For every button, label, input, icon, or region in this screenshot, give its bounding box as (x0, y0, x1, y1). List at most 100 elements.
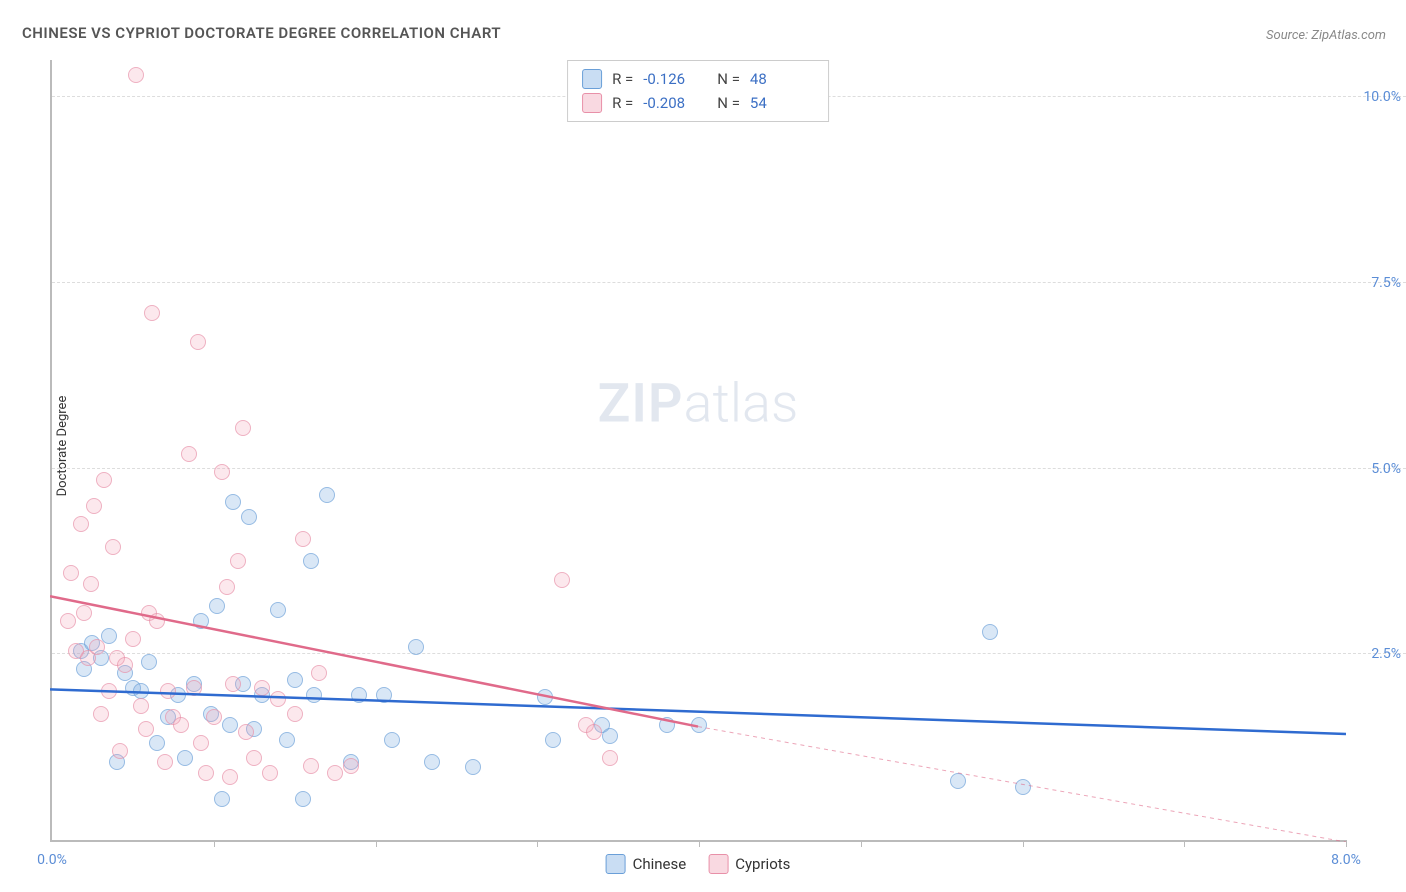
data-point (133, 698, 149, 714)
data-point (89, 639, 105, 655)
data-point (1015, 779, 1031, 795)
swatch-blue-icon (582, 69, 602, 89)
data-point (691, 717, 707, 733)
data-point (279, 732, 295, 748)
data-point (186, 680, 202, 696)
data-point (181, 446, 197, 462)
data-point (225, 676, 241, 692)
data-point (101, 683, 117, 699)
data-point (327, 765, 343, 781)
data-point (190, 334, 206, 350)
data-point (222, 717, 238, 733)
data-point (117, 657, 133, 673)
x-tick (1023, 840, 1024, 847)
data-point (254, 680, 270, 696)
data-point (351, 687, 367, 703)
data-point (193, 613, 209, 629)
data-point (144, 305, 160, 321)
data-point (112, 743, 128, 759)
data-point (376, 687, 392, 703)
data-point (83, 576, 99, 592)
data-point (238, 724, 254, 740)
data-point (76, 605, 92, 621)
stats-row-chinese: R = -0.126 N = 48 (582, 67, 814, 91)
data-point (602, 750, 618, 766)
y-tick-label: 5.0% (1371, 461, 1401, 477)
data-point (157, 754, 173, 770)
data-point (209, 598, 225, 614)
x-tick (376, 840, 377, 847)
x-tick (1346, 840, 1347, 847)
x-tick (214, 840, 215, 847)
data-point (602, 728, 618, 744)
data-point (287, 706, 303, 722)
data-point (303, 758, 319, 774)
data-point (93, 706, 109, 722)
data-point (424, 754, 440, 770)
data-point (138, 721, 154, 737)
y-tick-label: 7.5% (1371, 275, 1401, 291)
data-point (270, 691, 286, 707)
data-point (343, 758, 359, 774)
plot-area: 2.5%5.0%7.5%10.0%0.0%8.0% (50, 60, 1346, 842)
data-point (554, 572, 570, 588)
gridline (52, 282, 1406, 283)
chart-title: CHINESE VS CYPRIOT DOCTORATE DEGREE CORR… (22, 24, 501, 42)
data-point (545, 732, 561, 748)
data-point (96, 472, 112, 488)
data-point (319, 487, 335, 503)
data-point (173, 717, 189, 733)
data-point (193, 735, 209, 751)
data-point (230, 553, 246, 569)
x-tick (537, 840, 538, 847)
data-point (465, 759, 481, 775)
legend-item-chinese: Chinese (606, 854, 687, 874)
data-point (270, 602, 286, 618)
data-point (214, 464, 230, 480)
data-point (177, 750, 193, 766)
swatch-blue-icon (606, 854, 626, 874)
stats-legend: R = -0.126 N = 48 R = -0.208 N = 54 (567, 60, 829, 122)
data-point (133, 683, 149, 699)
swatch-pink-icon (708, 854, 728, 874)
chart-container: CHINESE VS CYPRIOT DOCTORATE DEGREE CORR… (0, 0, 1406, 892)
data-point (306, 687, 322, 703)
data-point (982, 624, 998, 640)
data-point (235, 420, 251, 436)
data-point (384, 732, 400, 748)
y-tick-label: 2.5% (1371, 646, 1401, 662)
stats-row-cypriots: R = -0.208 N = 54 (582, 91, 814, 115)
data-point (950, 773, 966, 789)
data-point (63, 565, 79, 581)
data-point (105, 539, 121, 555)
y-tick-label: 10.0% (1363, 89, 1401, 105)
data-point (295, 531, 311, 547)
data-point (214, 791, 230, 807)
series-legend: Chinese Cypriots (606, 854, 791, 874)
data-point (125, 631, 141, 647)
legend-item-cypriots: Cypriots (708, 854, 790, 874)
data-point (60, 613, 76, 629)
gridline (52, 468, 1406, 469)
x-tick-label: 8.0% (1331, 852, 1361, 868)
x-tick (1184, 840, 1185, 847)
x-tick-label: 0.0% (37, 852, 67, 868)
data-point (141, 654, 157, 670)
swatch-pink-icon (582, 93, 602, 113)
data-point (222, 769, 238, 785)
x-tick (861, 840, 862, 847)
data-point (262, 765, 278, 781)
data-point (225, 494, 241, 510)
data-point (303, 553, 319, 569)
data-point (160, 683, 176, 699)
data-point (73, 516, 89, 532)
chart-area: ZIPatlas R = -0.126 N = 48 R = -0.208 N … (50, 60, 1346, 842)
data-point (295, 791, 311, 807)
data-point (408, 639, 424, 655)
data-point (206, 709, 222, 725)
data-point (198, 765, 214, 781)
gridline (52, 653, 1406, 654)
data-point (128, 67, 144, 83)
data-point (311, 665, 327, 681)
data-point (287, 672, 303, 688)
